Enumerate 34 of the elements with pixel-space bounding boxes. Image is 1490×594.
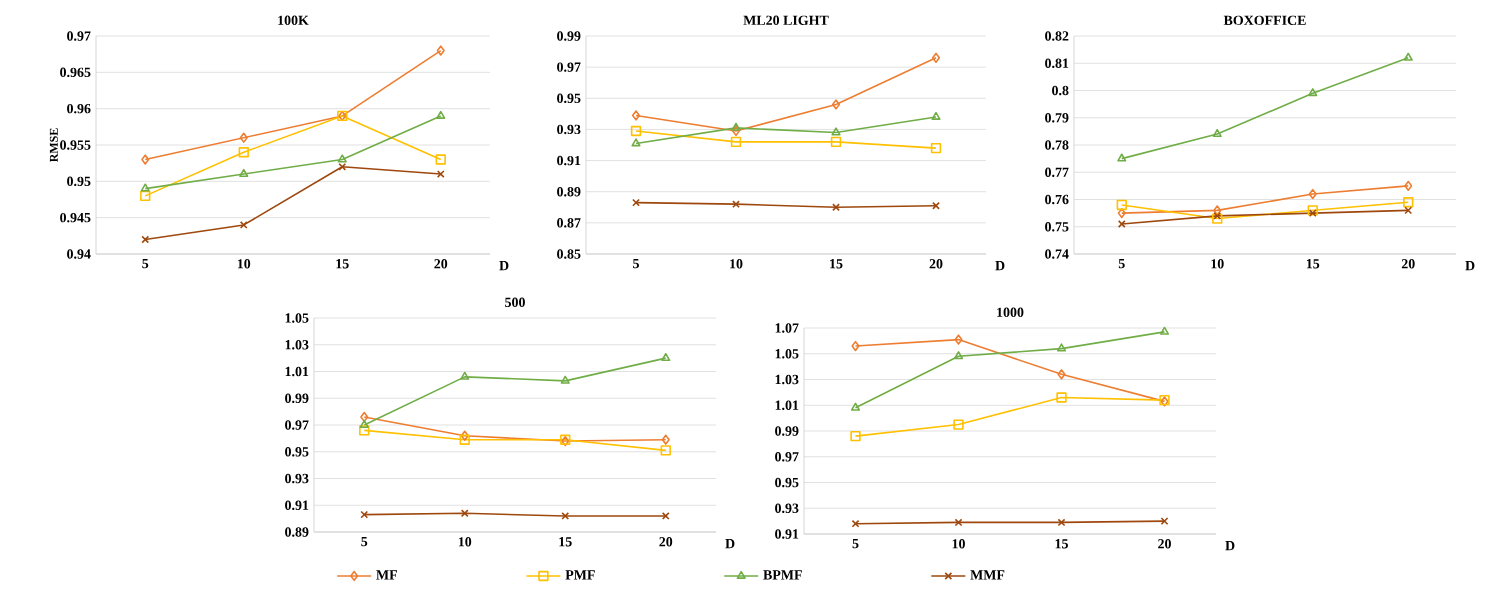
point	[435, 154, 446, 165]
point	[953, 351, 964, 360]
point	[560, 375, 570, 384]
point	[1057, 518, 1066, 527]
point	[731, 122, 741, 131]
point	[831, 127, 841, 136]
point	[1212, 128, 1222, 138]
point	[238, 147, 249, 158]
point	[731, 125, 741, 137]
point	[1308, 88, 1318, 97]
point	[140, 190, 151, 202]
point	[1403, 197, 1414, 208]
point	[953, 419, 964, 430]
point	[850, 430, 861, 442]
point	[660, 445, 671, 456]
point	[830, 136, 842, 148]
point	[338, 162, 347, 171]
point	[1116, 199, 1127, 211]
point	[630, 125, 642, 137]
point	[1056, 343, 1067, 352]
point	[239, 132, 248, 143]
point	[930, 142, 942, 154]
point	[730, 136, 742, 148]
point	[1057, 369, 1066, 380]
point	[359, 425, 370, 436]
point	[460, 371, 470, 380]
point	[337, 154, 347, 163]
point	[1308, 188, 1317, 200]
point	[1056, 392, 1067, 403]
point	[954, 334, 963, 345]
point	[460, 509, 469, 518]
point	[954, 518, 963, 527]
point	[239, 168, 249, 178]
point	[831, 99, 841, 110]
